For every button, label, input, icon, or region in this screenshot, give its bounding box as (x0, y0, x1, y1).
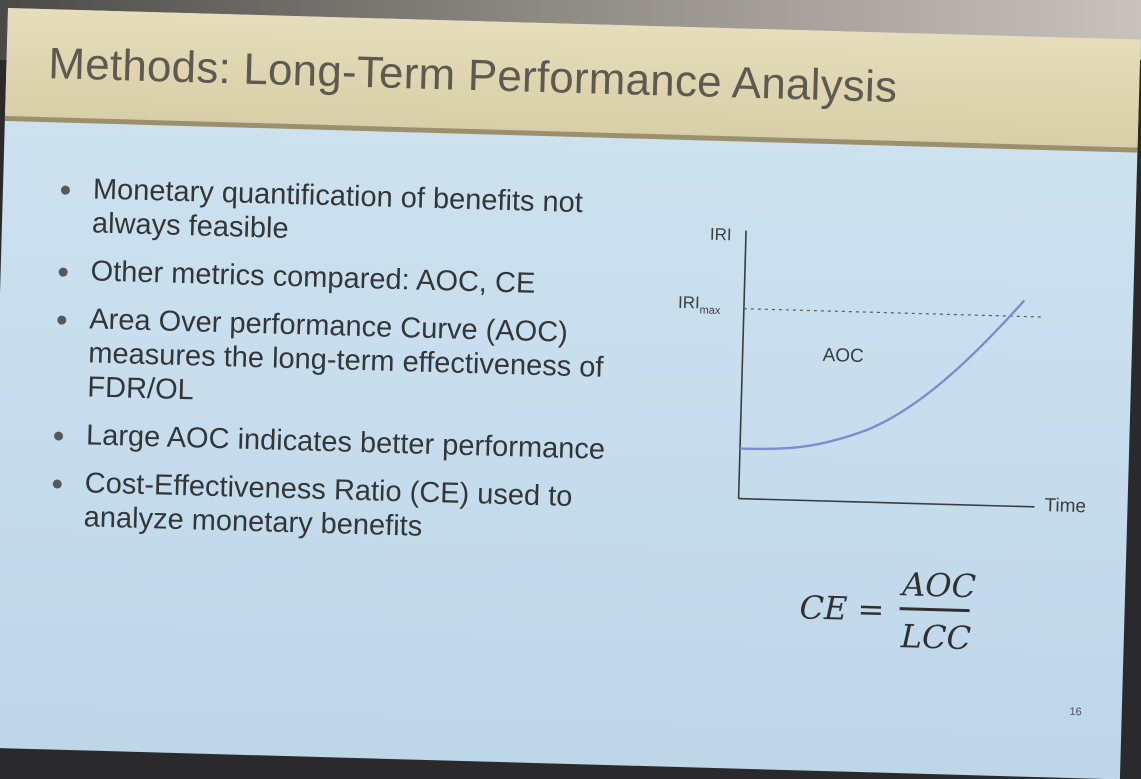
y-axis (737, 230, 747, 499)
formula-denominator: LCC (900, 617, 972, 658)
bullet-dot-icon (58, 267, 68, 277)
page-number: 16 (1069, 705, 1082, 719)
iri-max-threshold-line (743, 308, 1044, 318)
bullet-list: Monetary quantification of benefits not … (51, 172, 671, 565)
presentation-slide: Methods: Long-Term Performance Analysis … (0, 8, 1141, 779)
bullet-item: Large AOC indicates better performance (53, 417, 665, 468)
bullet-text: Cost-Effectiveness Ratio (CE) used to an… (83, 467, 573, 543)
formula-numerator: AOC (901, 565, 977, 606)
bullet-dot-icon (53, 431, 64, 441)
bullet-item: Area Over performance Curve (AOC) measur… (55, 302, 668, 421)
bullet-text: Large AOC indicates better performance (85, 419, 606, 466)
bullet-text: Monetary quantification of benefits not … (91, 173, 584, 245)
bullet-dot-icon (52, 479, 62, 489)
bullet-item: Other metrics compared: AOC, CE (58, 254, 669, 305)
bullet-text: Other metrics compared: AOC, CE (90, 255, 536, 300)
bullet-dot-icon (60, 185, 71, 195)
x-axis (738, 497, 1035, 508)
iri-max-label-main: IRI (678, 293, 700, 313)
bullet-item: Cost-Effectiveness Ratio (CE) used to an… (51, 465, 663, 550)
aoc-diagram: IRI IRImax AOC Time (678, 225, 1087, 518)
iri-max-label-subscript: max (699, 304, 721, 317)
performance-curve (739, 299, 1026, 451)
bullet-text: Area Over performance Curve (AOC) measur… (86, 303, 604, 407)
y-axis-label: IRI (710, 225, 732, 245)
x-axis-label: Time (1044, 495, 1086, 517)
aoc-area-label: AOC (822, 345, 864, 367)
fraction-bar (899, 607, 970, 613)
bullet-dot-icon (57, 315, 67, 325)
formula-lhs: CE = (799, 588, 885, 629)
ce-formula: CE = AOC LCC (798, 558, 1001, 674)
iri-max-label: IRImax (678, 293, 722, 317)
bullet-item: Monetary quantification of benefits not … (60, 172, 672, 257)
slide-title: Methods: Long-Term Performance Analysis (47, 39, 898, 112)
